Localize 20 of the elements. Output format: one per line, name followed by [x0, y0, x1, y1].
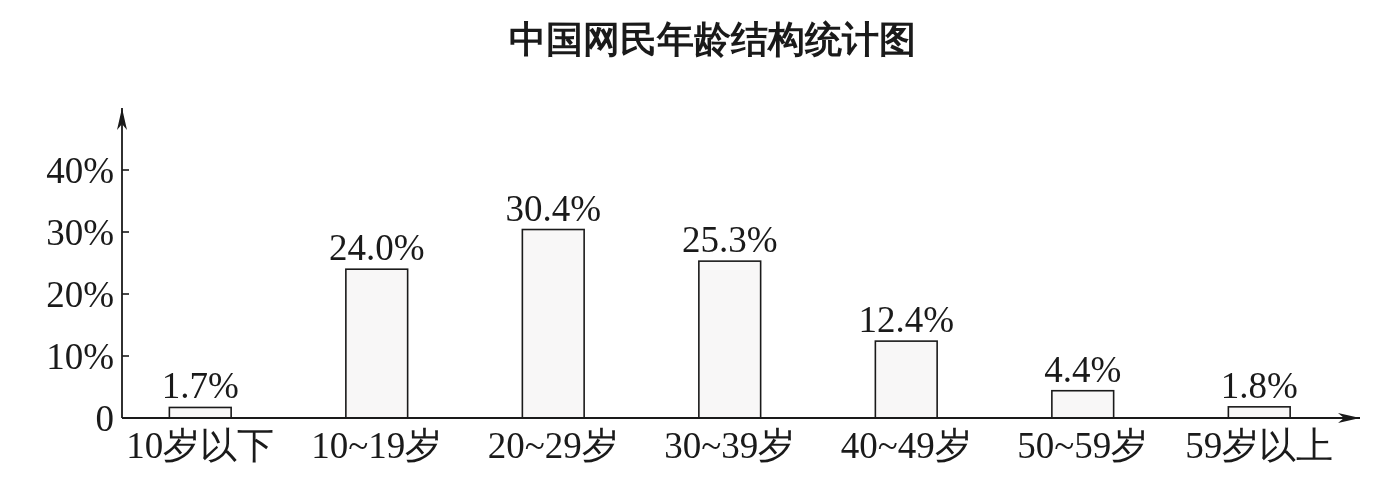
data-label: 12.4%	[858, 299, 955, 341]
data-label: 4.4%	[1044, 348, 1122, 390]
data-label: 1.8%	[1220, 364, 1298, 406]
data-label: 25.3%	[681, 219, 778, 261]
data-label: 24.0%	[328, 227, 425, 269]
y-tick-label: 30%	[46, 212, 114, 253]
x-tick-label: 10岁以下	[126, 425, 275, 466]
x-tick-label: 40~49岁	[840, 425, 972, 466]
x-tick-label: 59岁以上	[1185, 425, 1334, 466]
y-tick-label: 20%	[46, 274, 114, 315]
y-tick-label: 40%	[46, 150, 114, 191]
y-tick-label: 0	[95, 398, 114, 439]
x-tick-label: 20~29岁	[487, 425, 619, 466]
y-tick-label: 10%	[46, 336, 114, 377]
data-label: 1.7%	[161, 365, 239, 407]
x-tick-label: 10~19岁	[311, 425, 443, 466]
data-label: 30.4%	[505, 187, 602, 229]
chart-title: 中国网民年龄结构统计图	[508, 18, 916, 61]
x-tick-label: 30~39岁	[664, 425, 796, 466]
x-tick-label: 50~59岁	[1017, 425, 1149, 466]
